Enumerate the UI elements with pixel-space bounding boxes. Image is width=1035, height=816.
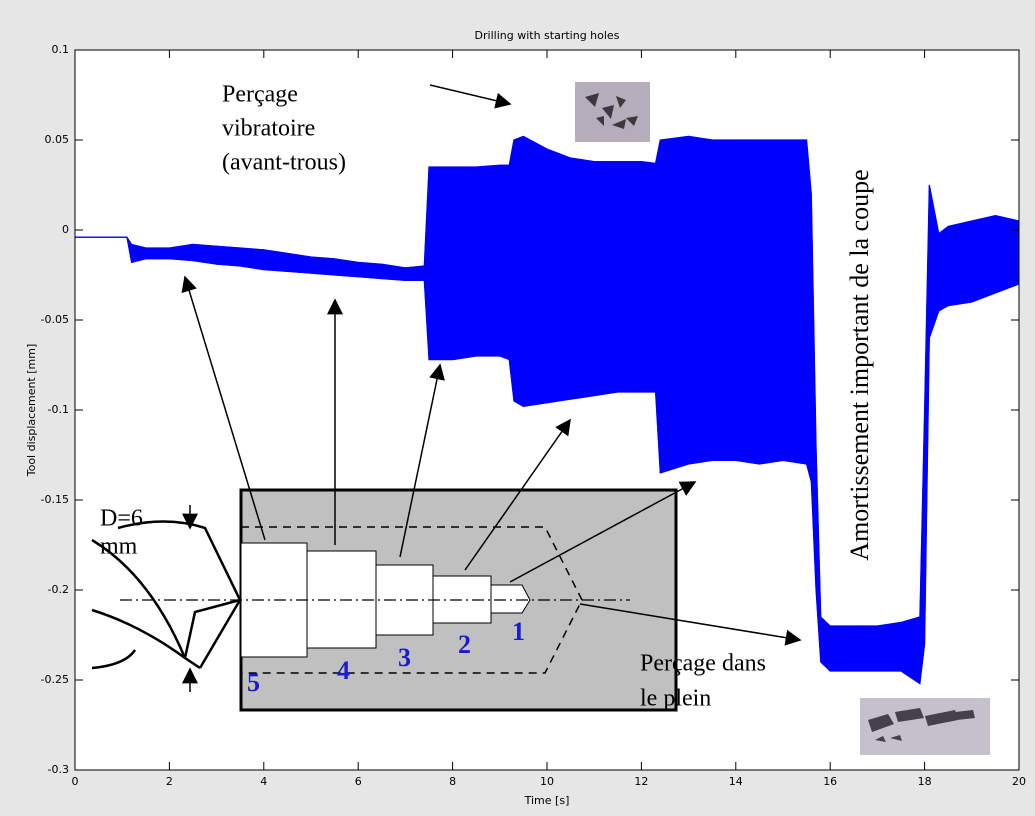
y-tick-label: -0.2 <box>48 583 69 596</box>
signal-band <box>475 164 501 357</box>
annotation: vibratoire <box>222 116 315 142</box>
signal-band <box>641 161 656 393</box>
y-tick-label: -0.05 <box>41 313 69 326</box>
signal-envelope <box>75 135 1020 627</box>
y-tick-label: 0 <box>62 223 69 236</box>
x-tick-label: 16 <box>823 775 837 788</box>
x-tick-label: 12 <box>634 775 648 788</box>
x-axis-label: Time [s] <box>524 794 570 807</box>
step-label: 2 <box>458 630 471 659</box>
x-tick-label: 20 <box>1012 775 1026 788</box>
signal-band <box>513 135 524 408</box>
signal-band <box>877 621 902 672</box>
signal-band <box>617 161 642 393</box>
annotation: le plein <box>640 686 711 712</box>
step-label: 1 <box>512 617 525 646</box>
arrows <box>181 84 802 646</box>
signal-band <box>404 265 425 281</box>
annotation: (avant-trous) <box>222 150 346 176</box>
y-tick-label: 0.05 <box>45 133 70 146</box>
annotation: Amortissement important de la coupe <box>845 169 874 560</box>
x-tick-label: 6 <box>355 775 362 788</box>
step-label: 5 <box>247 668 260 697</box>
signal-band <box>711 139 737 461</box>
signal-band <box>499 164 510 361</box>
y-tick-label: -0.15 <box>41 493 69 506</box>
signal-band <box>853 625 878 672</box>
signal-band <box>659 135 689 474</box>
annotation: Perçage dans <box>640 651 766 677</box>
x-tick-label: 10 <box>540 775 554 788</box>
signal-band <box>735 139 760 465</box>
annotation: Perçage <box>222 82 298 108</box>
x-tick-label: 14 <box>729 775 743 788</box>
signal-band <box>782 139 807 465</box>
x-tick-label: 0 <box>72 775 79 788</box>
signal-band <box>971 215 996 303</box>
annotation: D=6 <box>100 506 143 532</box>
x-tick-label: 18 <box>918 775 932 788</box>
step-label: 3 <box>398 643 411 672</box>
signal-band <box>688 135 713 465</box>
signal-band <box>947 220 973 307</box>
signal-band <box>995 215 1020 294</box>
x-tick-label: 2 <box>166 775 173 788</box>
signal-band <box>570 157 595 400</box>
chip-photo <box>860 698 990 755</box>
chip-photo <box>575 82 650 142</box>
hole-diagram <box>120 488 678 712</box>
signal-band <box>145 247 170 260</box>
y-tick-label: -0.25 <box>41 673 69 686</box>
signal-band <box>452 166 477 361</box>
drill <box>91 505 242 692</box>
signal-band <box>523 135 548 407</box>
y-tick-label: -0.3 <box>48 763 69 776</box>
y-tick-label: -0.1 <box>48 403 69 416</box>
signal-band <box>938 225 949 312</box>
signal <box>75 135 1020 685</box>
x-tick-label: 4 <box>260 775 267 788</box>
signal-band <box>759 139 784 465</box>
annotation: mm <box>100 534 138 560</box>
signal-band <box>428 166 454 361</box>
y-tick-label: 0.1 <box>52 43 70 56</box>
signal-band <box>546 148 571 404</box>
signal-band <box>593 161 619 397</box>
x-tick-label: 8 <box>449 775 456 788</box>
signal-envelope <box>75 236 1020 685</box>
chart-title: Drilling with starting holes <box>475 29 620 42</box>
signal-band <box>310 256 336 276</box>
signal-band <box>829 625 855 672</box>
step-label: 4 <box>337 656 350 685</box>
y-axis-label: Tool displacement [mm] <box>25 344 38 478</box>
signal-band <box>216 245 241 267</box>
signal-band <box>357 261 383 280</box>
